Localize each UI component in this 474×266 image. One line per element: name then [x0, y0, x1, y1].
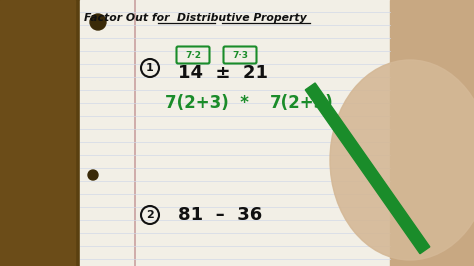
Text: 7·3: 7·3 — [232, 51, 248, 60]
Text: 7(2+3): 7(2+3) — [270, 94, 334, 112]
Circle shape — [88, 170, 98, 180]
Bar — [80, 0, 390, 266]
Bar — [0, 0, 75, 266]
Text: 81  –  36: 81 – 36 — [178, 206, 262, 224]
Text: 7·2: 7·2 — [185, 51, 201, 60]
Ellipse shape — [330, 60, 474, 260]
Text: 7(2+3)  *: 7(2+3) * — [165, 94, 249, 112]
Text: 2: 2 — [146, 210, 154, 220]
Text: 14  ±  21: 14 ± 21 — [178, 64, 268, 82]
Text: Factor Out for  Distributive Property: Factor Out for Distributive Property — [83, 13, 306, 23]
Circle shape — [90, 14, 106, 30]
Bar — [305, 83, 430, 254]
Text: 1: 1 — [146, 63, 154, 73]
Bar — [390, 0, 474, 266]
